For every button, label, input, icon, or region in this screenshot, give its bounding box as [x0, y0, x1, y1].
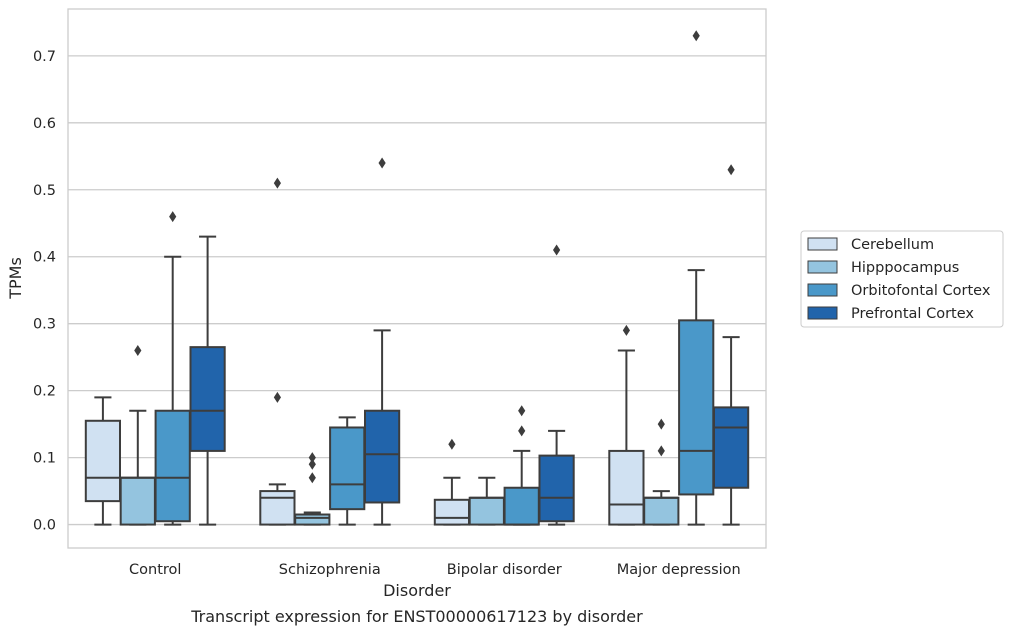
box-plots [84, 30, 750, 526]
box-iqr [433, 498, 471, 526]
box-iqr [503, 486, 540, 526]
box-plot [503, 405, 540, 526]
box-iqr [119, 476, 156, 526]
box-plot [154, 211, 191, 526]
x-axis-label: Disorder [383, 581, 451, 600]
x-tick-label: Major depression [617, 562, 741, 578]
plot-frame [67, 8, 767, 549]
box-plot [433, 438, 471, 526]
outlier-point [273, 391, 281, 403]
box-plot [643, 418, 680, 526]
x-tick-label: Schizophrenia [279, 562, 381, 578]
box-iqr [538, 454, 575, 523]
x-tick-label: Bipolar disorder [447, 562, 562, 578]
box-plot [294, 452, 331, 526]
box-plot [608, 324, 645, 526]
legend: Cerebellum Hipppocampus Orbitofontal Corte… [800, 230, 1004, 328]
legend-swatch [807, 306, 838, 320]
outlier-point [657, 418, 665, 430]
outlier-point [169, 211, 177, 223]
box-plot [712, 164, 750, 526]
outlier-point [273, 177, 281, 189]
box-iqr [643, 496, 680, 526]
outlier-point [378, 157, 386, 169]
y-tick-label: 0.4 [33, 250, 56, 266]
y-tick-label: 0.6 [33, 116, 56, 132]
y-tick-label: 0.3 [33, 317, 56, 333]
box-plot [363, 157, 401, 526]
legend-swatch [807, 260, 838, 274]
box-iqr [468, 496, 505, 526]
y-axis-label: TPMs [6, 257, 25, 300]
box-iqr [608, 449, 645, 526]
outlier-point [308, 452, 316, 464]
box-iqr [678, 319, 715, 496]
box-plot [678, 30, 715, 526]
outlier-point [134, 344, 142, 356]
box-iqr [712, 406, 750, 489]
legend-swatch [807, 283, 838, 297]
box-iqr [84, 419, 122, 503]
box-plot [538, 244, 575, 526]
outlier-point [518, 425, 526, 437]
box-iqr [154, 409, 191, 523]
box-iqr [189, 346, 226, 452]
legend-label: Hipppocampus [851, 260, 959, 276]
y-tick-label: 0.7 [33, 49, 56, 65]
outlier-point [518, 405, 526, 417]
x-tick-label: Control [129, 562, 181, 578]
legend-frame [800, 230, 1004, 328]
y-tick-label: 0.5 [33, 183, 56, 199]
box-plot [84, 396, 122, 526]
legend-label: Prefrontal Cortex [851, 306, 974, 322]
chart-caption: Transcript expression for ENST0000061712… [190, 607, 643, 626]
box-iqr [294, 513, 331, 526]
box-plot [468, 476, 505, 526]
x-tick-labels: Control Schizophrenia Bipolar disorder Majo… [129, 562, 741, 578]
box-iqr [329, 426, 366, 511]
outlier-point [692, 30, 700, 42]
box-plot [119, 344, 156, 526]
legend-label: Cerebellum [851, 237, 934, 253]
outlier-point [727, 164, 735, 176]
box-iqr [363, 409, 401, 504]
y-tick-label: 0.1 [33, 451, 56, 467]
outlier-point [622, 324, 630, 336]
y-tick-labels: 0.0 0.1 0.2 0.3 0.4 0.5 0.6 0.7 [33, 49, 56, 534]
outlier-point [553, 244, 561, 256]
legend-swatch [807, 237, 838, 251]
legend-label: Orbitofontal Cortex [851, 283, 991, 299]
outlier-point [448, 438, 456, 450]
box-plot [329, 416, 366, 526]
y-tick-label: 0.2 [33, 384, 56, 400]
box-plot [189, 235, 226, 526]
outlier-point [308, 472, 316, 484]
outlier-point [308, 458, 316, 470]
outlier-point [657, 445, 665, 457]
box-iqr [259, 490, 296, 526]
box-plot [259, 177, 296, 526]
y-tick-label: 0.0 [33, 518, 56, 534]
